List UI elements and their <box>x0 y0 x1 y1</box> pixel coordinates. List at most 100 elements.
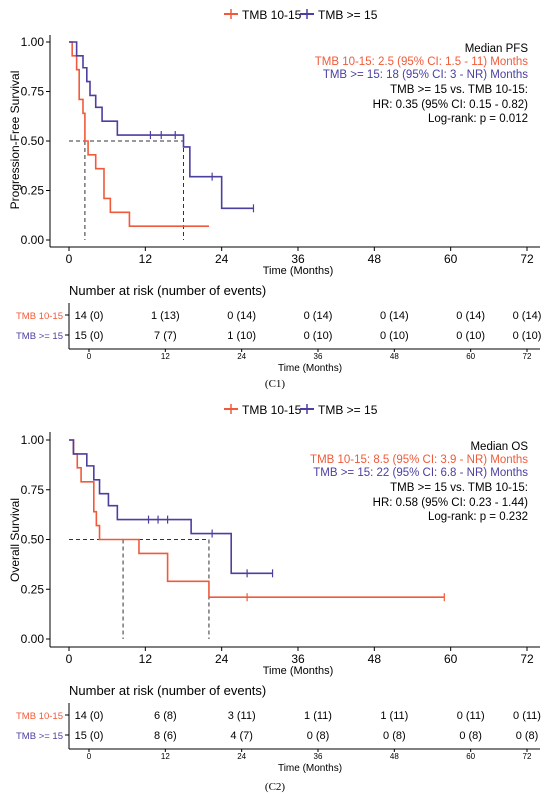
panel-caption-c1: (C1) <box>265 378 286 390</box>
risk-row-label-tmb-low: TMB 10-15 <box>16 711 63 722</box>
risk-table-title: Number at risk (number of events) <box>69 683 266 698</box>
panel-c2: TMB 10-15 TMB >= 15 Overall Survival 1.0… <box>8 403 541 793</box>
risk-row-label-tmb-low: TMB 10-15 <box>16 311 63 322</box>
panel-c1: TMB 10-15 TMB >= 15 Progression-Free Sur… <box>8 8 541 390</box>
risk-tick-label: 36 <box>314 752 323 761</box>
survival-curve-tmb-high <box>69 439 273 575</box>
x-tick-label: 24 <box>215 252 229 266</box>
panel-caption-c2: (C2) <box>265 781 286 793</box>
annotation-compare: TMB >= 15 vs. TMB 10-15: <box>390 84 528 96</box>
risk-cell: 0 (10) <box>456 330 485 342</box>
risk-tick-label: 48 <box>390 352 399 361</box>
risk-table-c2: Number at risk (number of events) TMB 10… <box>16 683 541 774</box>
x-tick-label: 12 <box>139 252 153 266</box>
x-tick-label: 72 <box>520 252 534 266</box>
risk-table-title: Number at risk (number of events) <box>69 283 266 298</box>
x-tick-label: 12 <box>139 652 153 666</box>
risk-tick-label: 0 <box>87 752 92 761</box>
survival-curve-tmb-low <box>69 41 209 227</box>
risk-cell: 6 (8) <box>154 710 177 722</box>
risk-tick-label: 12 <box>161 352 170 361</box>
risk-tick-label: 12 <box>161 752 170 761</box>
risk-tick-label: 24 <box>237 752 246 761</box>
risk-tick-label: 72 <box>523 352 532 361</box>
survival-curve-tmb-low <box>69 439 445 599</box>
risk-tick-label: 0 <box>87 352 92 361</box>
x-tick-label: 60 <box>444 252 458 266</box>
annotation-hr: HR: 0.58 (95% CI: 0.23 - 1.44) <box>373 497 528 509</box>
annotation-median-low: TMB 10-15: 2.5 (95% CI: 1.5 - 11) Months <box>315 56 529 68</box>
annotation-c1: Median PFS TMB 10-15: 2.5 (95% CI: 1.5 -… <box>315 43 529 125</box>
x-tick-label: 72 <box>520 652 534 666</box>
risk-cell: 0 (10) <box>513 330 542 342</box>
risk-cell: 0 (8) <box>459 730 482 742</box>
risk-cell: 1 (11) <box>304 710 332 722</box>
y-axis-title-c1: Progression-Free Survival <box>8 71 22 210</box>
risk-cell: 0 (11) <box>513 710 541 722</box>
risk-cell: 3 (11) <box>228 710 256 722</box>
survival-curve-tmb-high <box>69 41 254 210</box>
risk-tick-label: 48 <box>390 752 399 761</box>
annotation-compare: TMB >= 15 vs. TMB 10-15: <box>390 482 528 494</box>
annotation-title: Median PFS <box>465 43 529 55</box>
risk-row-label-tmb-high: TMB >= 15 <box>16 731 63 742</box>
y-tick-label: 0.25 <box>21 184 45 198</box>
y-axis-title-c2: Overall Survival <box>8 498 22 582</box>
risk-cell: 0 (14) <box>513 310 542 322</box>
y-tick-label: 0.00 <box>21 632 45 646</box>
x-tick-label: 36 <box>291 252 305 266</box>
y-tick-label: 0.50 <box>21 134 45 148</box>
x-tick-label: 24 <box>215 652 229 666</box>
y-tick-label: 0.00 <box>21 233 45 247</box>
annotation-logrank: Log-rank: p = 0.012 <box>428 113 528 125</box>
y-tick-label: 1.00 <box>21 35 45 49</box>
risk-tick-label: 36 <box>314 352 323 361</box>
y-tick-label: 0.75 <box>21 85 45 99</box>
plot-area-c2 <box>69 439 445 639</box>
x-tick-label: 0 <box>66 252 73 266</box>
risk-cell: 1 (13) <box>151 310 180 322</box>
risk-cell: 0 (14) <box>456 310 485 322</box>
risk-tick-label: 72 <box>523 752 532 761</box>
risk-cell: 0 (10) <box>304 330 333 342</box>
risk-cell: 14 (0) <box>75 710 104 722</box>
plot-area-c1 <box>69 41 255 240</box>
legend-label-tmb-low: TMB 10-15 <box>242 403 302 417</box>
y-ticks-c1: 1.00 0.75 0.50 0.25 0.00 <box>21 35 50 247</box>
risk-cell: 7 (7) <box>154 330 177 342</box>
legend-label-tmb-high: TMB >= 15 <box>318 8 378 22</box>
risk-tick-label: 60 <box>466 752 475 761</box>
annotation-title: Median OS <box>470 441 528 453</box>
y-tick-label: 0.75 <box>21 483 45 497</box>
annotation-c2: Median OS TMB 10-15: 8.5 (95% CI: 3.9 - … <box>310 441 528 523</box>
x-axis-title-c1: Time (Months) <box>263 265 334 277</box>
legend-c1: TMB 10-15 TMB >= 15 <box>224 8 378 22</box>
risk-cell: 0 (11) <box>457 710 485 722</box>
risk-cell: 14 (0) <box>75 310 104 322</box>
risk-cell: 4 (7) <box>230 730 253 742</box>
risk-cell: 0 (8) <box>307 730 330 742</box>
legend-label-tmb-low: TMB 10-15 <box>242 8 302 22</box>
risk-table-x-title: Time (Months) <box>278 763 342 774</box>
y-tick-label: 0.50 <box>21 533 45 547</box>
x-tick-label: 48 <box>368 652 382 666</box>
y-tick-label: 0.25 <box>21 582 45 596</box>
risk-cell: 0 (14) <box>227 310 256 322</box>
risk-cell: 15 (0) <box>75 730 104 742</box>
x-tick-label: 36 <box>291 652 305 666</box>
y-tick-label: 1.00 <box>21 433 45 447</box>
legend-label-tmb-high: TMB >= 15 <box>318 403 378 417</box>
annotation-median-low: TMB 10-15: 8.5 (95% CI: 3.9 - NR) Months <box>310 454 528 466</box>
risk-cell: 0 (14) <box>380 310 409 322</box>
risk-tick-label: 24 <box>237 352 246 361</box>
risk-cell: 8 (6) <box>154 730 177 742</box>
risk-cell: 1 (10) <box>227 330 256 342</box>
risk-cell: 0 (14) <box>304 310 333 322</box>
x-ticks-c1: 0 12 24 36 48 60 72 <box>66 247 534 266</box>
risk-cell: 0 (8) <box>516 730 539 742</box>
legend-c2: TMB 10-15 TMB >= 15 <box>224 403 378 417</box>
risk-cell: 0 (10) <box>380 330 409 342</box>
x-tick-label: 48 <box>368 252 382 266</box>
risk-row-label-tmb-high: TMB >= 15 <box>16 331 63 342</box>
